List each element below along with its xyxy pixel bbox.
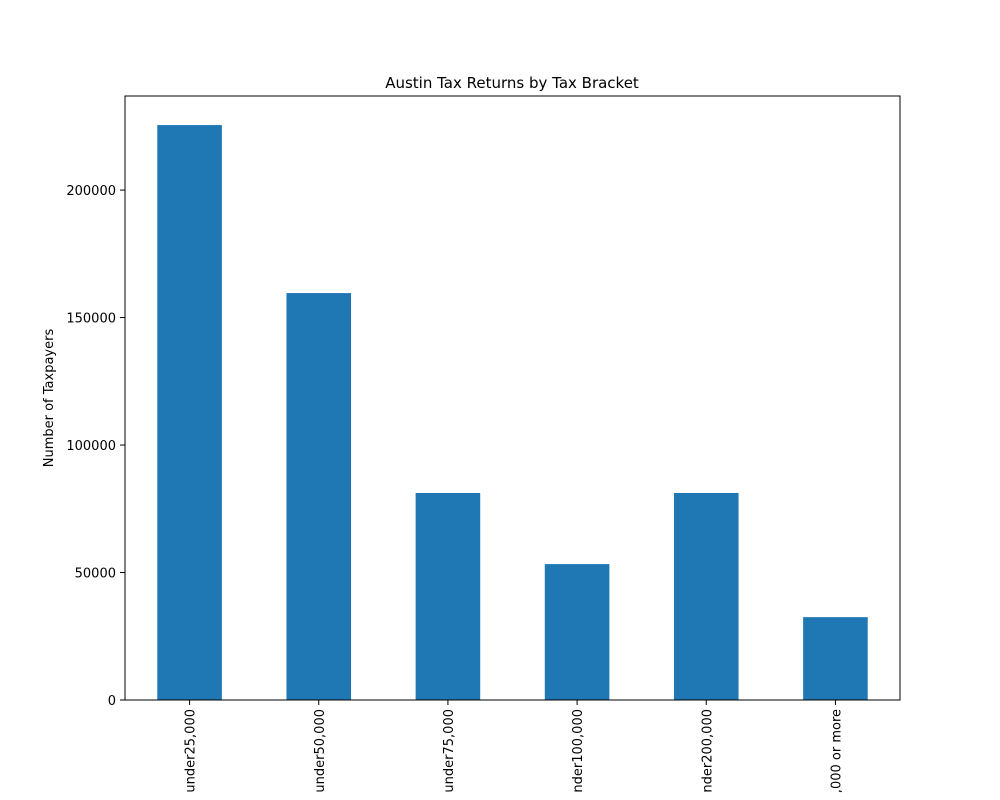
x-tick-label: nder200,000 [700, 709, 715, 793]
bar [415, 492, 481, 700]
y-tick-label: 0 [108, 694, 116, 709]
chart-title: Austin Tax Returns by Tax Bracket [385, 74, 639, 92]
bar [544, 564, 610, 700]
x-tick-label: nder100,000 [571, 709, 586, 793]
bar [157, 125, 222, 700]
y-tick-label: 100000 [66, 439, 116, 454]
bar [803, 617, 868, 700]
y-tick-label: 150000 [66, 312, 116, 327]
y-tick-label: 50000 [75, 567, 116, 582]
x-tick-label: ,000 or more [829, 709, 844, 793]
bar [673, 492, 739, 700]
x-tick-label: under75,000 [442, 709, 457, 793]
y-axis-label: Number of Taxpayers [42, 329, 57, 468]
x-tick-label: under50,000 [313, 709, 328, 793]
bar [286, 293, 352, 700]
y-tick-label: 200000 [66, 184, 116, 199]
x-tick-label: under25,000 [184, 709, 199, 793]
plot-frame [124, 95, 901, 701]
